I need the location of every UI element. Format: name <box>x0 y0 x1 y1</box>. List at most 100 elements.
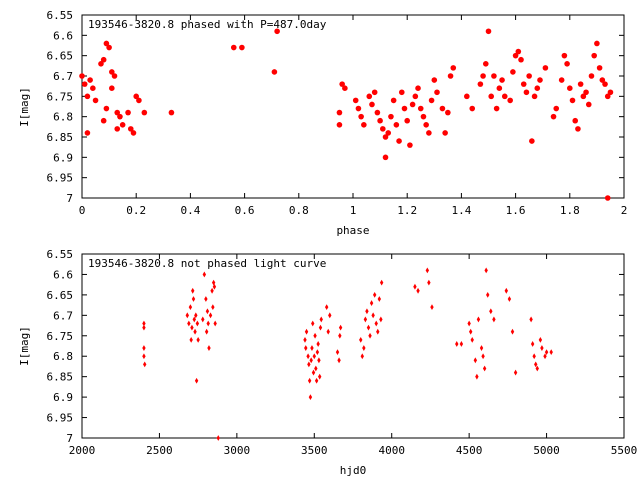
y-tick-label: 6.9 <box>53 151 73 164</box>
data-point <box>531 93 538 100</box>
data-point <box>561 52 568 59</box>
data-point <box>90 85 96 91</box>
y-tick-label: 6.65 <box>47 289 74 302</box>
data-point <box>588 73 595 79</box>
data-point <box>530 341 535 347</box>
x-tick-label: 3500 <box>301 444 328 457</box>
y-tick-label: 6.95 <box>47 172 74 185</box>
data-point <box>188 304 193 311</box>
data-point <box>117 113 123 120</box>
data-point <box>317 357 321 364</box>
data-point <box>501 93 508 100</box>
data-point <box>142 324 146 331</box>
data-point <box>213 320 217 327</box>
data-point <box>342 85 348 91</box>
data-point <box>314 365 318 372</box>
y-tick-label: 6.95 <box>47 412 74 425</box>
data-point <box>336 109 343 116</box>
data-point <box>407 142 413 148</box>
data-point <box>366 93 373 100</box>
data-point <box>358 113 364 120</box>
y-tick-label: 6.75 <box>47 330 74 343</box>
x-tick-label: 0.2 <box>126 204 146 217</box>
data-point <box>467 320 471 327</box>
data-point <box>360 353 364 360</box>
data-point <box>499 77 505 83</box>
data-point <box>192 316 196 323</box>
x-tick-label: 0.6 <box>235 204 255 217</box>
data-point <box>337 357 341 364</box>
data-point <box>304 328 309 335</box>
data-point <box>369 101 375 108</box>
data-point <box>365 308 369 315</box>
data-point <box>210 287 214 294</box>
x-tick-label: 2 <box>621 204 628 217</box>
data-point <box>103 40 110 47</box>
data-point <box>168 109 175 116</box>
data-point <box>534 361 538 368</box>
data-point <box>473 357 478 364</box>
data-point <box>409 101 416 108</box>
data-point <box>518 56 524 63</box>
data-point <box>142 353 146 360</box>
data-point <box>482 365 487 372</box>
data-point <box>201 316 205 323</box>
data-point <box>324 304 329 311</box>
data-point <box>420 113 427 120</box>
data-point <box>423 122 429 128</box>
data-point <box>314 377 319 384</box>
data-point <box>532 353 536 360</box>
y-tick-label: 6.7 <box>53 309 73 322</box>
data-point <box>318 373 322 380</box>
data-point <box>390 97 397 104</box>
data-point <box>359 336 363 343</box>
data-point <box>361 122 367 128</box>
x-axis-title: hjd0 <box>340 464 367 477</box>
data-point <box>304 345 308 351</box>
data-point <box>513 369 518 376</box>
x-tick-label: 2500 <box>146 444 173 457</box>
data-point <box>103 105 110 112</box>
data-point <box>583 89 589 96</box>
y-tick-label: 6.55 <box>47 248 74 261</box>
data-point <box>594 40 600 47</box>
y-tick-label: 6.85 <box>47 131 74 144</box>
data-point <box>106 44 112 51</box>
data-point <box>318 324 323 331</box>
data-point <box>352 97 359 104</box>
y-tick-label: 6.6 <box>53 29 73 42</box>
data-point <box>488 93 495 100</box>
data-point <box>504 287 509 294</box>
y-tick-label: 6.75 <box>47 90 74 103</box>
data-point <box>379 279 384 286</box>
data-point <box>271 69 278 75</box>
data-point <box>380 126 386 132</box>
data-point <box>569 97 576 104</box>
data-point <box>190 324 194 331</box>
data-point <box>469 105 476 112</box>
data-point <box>428 97 435 104</box>
x-tick-label: 1.4 <box>451 204 471 217</box>
data-point <box>194 377 199 384</box>
data-point <box>393 122 400 128</box>
data-point <box>415 85 421 91</box>
data-point <box>385 130 392 136</box>
data-point <box>366 324 371 331</box>
data-point <box>369 300 374 306</box>
data-point <box>489 308 493 315</box>
data-point <box>540 345 544 351</box>
data-point <box>202 271 207 278</box>
data-point <box>543 353 547 360</box>
data-point <box>326 328 330 335</box>
data-point <box>538 336 543 343</box>
data-point <box>426 130 432 136</box>
data-point <box>459 341 464 347</box>
x-tick-label: 5500 <box>611 444 638 457</box>
data-point <box>362 345 366 351</box>
data-point <box>338 332 342 339</box>
data-point <box>81 81 88 87</box>
data-point <box>484 267 488 274</box>
data-point <box>450 65 457 71</box>
data-point <box>372 291 377 298</box>
